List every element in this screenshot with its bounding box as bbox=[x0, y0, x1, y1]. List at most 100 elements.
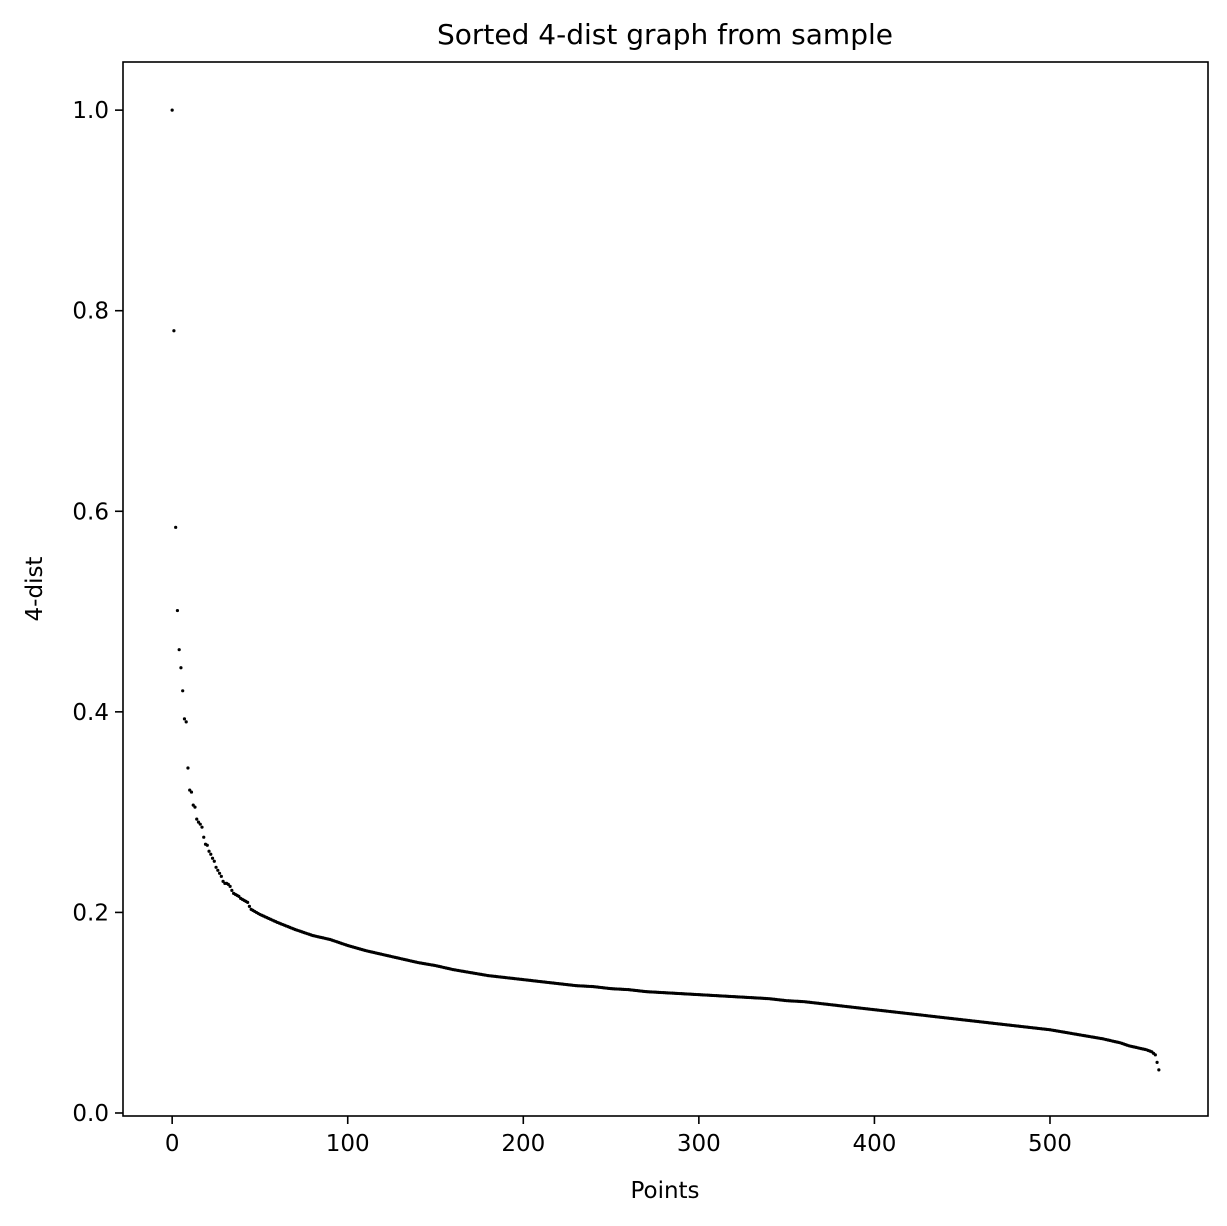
data-point bbox=[291, 927, 295, 931]
x-tick-label: 300 bbox=[677, 1131, 721, 1157]
data-point bbox=[1011, 1023, 1015, 1028]
data-point bbox=[344, 943, 348, 947]
data-point bbox=[449, 967, 453, 971]
data-points-group bbox=[170, 108, 1161, 1072]
data-point bbox=[210, 856, 215, 860]
y-tick-label: 0.6 bbox=[72, 499, 109, 525]
data-point bbox=[625, 987, 629, 992]
data-point bbox=[181, 689, 185, 693]
data-point bbox=[414, 960, 418, 964]
data-point bbox=[695, 992, 699, 997]
data-point bbox=[212, 859, 216, 863]
x-axis-ticks: 0 100 200 300 400 500 bbox=[165, 1116, 1072, 1157]
data-point bbox=[205, 843, 209, 847]
data-point bbox=[228, 884, 232, 888]
data-point bbox=[607, 986, 611, 991]
y-tick-label: 0.2 bbox=[72, 900, 109, 926]
x-tick-label: 400 bbox=[852, 1131, 896, 1157]
data-point bbox=[993, 1021, 998, 1026]
data-point bbox=[274, 920, 278, 924]
data-point bbox=[958, 1017, 963, 1022]
data-point bbox=[217, 871, 222, 875]
data-point bbox=[748, 995, 752, 1000]
y-tick-label: 0.0 bbox=[72, 1101, 109, 1127]
data-point bbox=[1134, 1045, 1138, 1049]
data-point bbox=[783, 998, 787, 1003]
data-point bbox=[309, 933, 313, 937]
data-point bbox=[642, 989, 647, 994]
x-tick-label: 200 bbox=[501, 1131, 545, 1157]
data-point bbox=[182, 717, 187, 721]
y-axis-label: 4-dist bbox=[22, 557, 48, 622]
data-point bbox=[214, 865, 218, 869]
data-point bbox=[818, 1001, 822, 1006]
data-point bbox=[800, 999, 805, 1004]
data-point bbox=[976, 1019, 980, 1024]
data-point bbox=[730, 994, 734, 999]
y-tick-label: 0.8 bbox=[72, 299, 109, 325]
y-tick-label: 1.0 bbox=[72, 98, 109, 124]
data-point bbox=[1155, 1060, 1159, 1064]
x-axis-label: Points bbox=[630, 1178, 699, 1204]
data-point bbox=[174, 525, 178, 529]
x-tick-label: 0 bbox=[165, 1131, 180, 1157]
data-point bbox=[1064, 1030, 1068, 1035]
data-point bbox=[713, 993, 717, 998]
data-point bbox=[172, 329, 176, 333]
data-point bbox=[195, 817, 199, 821]
data-point bbox=[1099, 1036, 1103, 1041]
data-point bbox=[179, 666, 183, 670]
data-point bbox=[230, 888, 234, 892]
data-point bbox=[432, 963, 436, 967]
data-point bbox=[216, 868, 220, 872]
data-point bbox=[502, 975, 506, 980]
data-point bbox=[1151, 1051, 1156, 1055]
data-point bbox=[202, 835, 206, 839]
data-point bbox=[941, 1015, 945, 1020]
data-point bbox=[853, 1005, 857, 1010]
data-point bbox=[1116, 1040, 1121, 1044]
data-point bbox=[1143, 1047, 1147, 1052]
data-point bbox=[198, 822, 202, 826]
y-axis-ticks: 0.0 0.2 0.4 0.6 0.8 1.0 bbox=[72, 98, 123, 1127]
data-point bbox=[246, 900, 250, 904]
data-point bbox=[677, 991, 682, 996]
data-point bbox=[1029, 1025, 1033, 1030]
data-point bbox=[467, 970, 471, 974]
data-point bbox=[1081, 1033, 1085, 1038]
data-point bbox=[765, 996, 769, 1001]
data-point bbox=[484, 973, 489, 977]
data-point bbox=[590, 984, 594, 989]
data-point bbox=[175, 608, 180, 613]
data-point bbox=[660, 990, 664, 995]
data-point bbox=[209, 852, 213, 856]
plot-area-frame bbox=[122, 61, 1209, 1117]
data-point bbox=[1125, 1043, 1129, 1047]
y-tick-label: 0.4 bbox=[72, 700, 109, 726]
chart-title: Sorted 4-dist graph from sample bbox=[437, 18, 893, 51]
data-point bbox=[397, 956, 401, 960]
data-point bbox=[219, 874, 223, 878]
data-point bbox=[519, 977, 524, 982]
data-point bbox=[871, 1007, 875, 1012]
data-point bbox=[184, 720, 188, 724]
data-point bbox=[1157, 1068, 1161, 1072]
data-point bbox=[200, 825, 204, 829]
data-point bbox=[189, 790, 194, 794]
x-tick-label: 100 bbox=[326, 1131, 370, 1157]
data-point bbox=[906, 1011, 910, 1016]
data-point bbox=[379, 952, 383, 956]
x-tick-label: 500 bbox=[1028, 1131, 1072, 1157]
data-point bbox=[177, 648, 181, 652]
data-point bbox=[247, 904, 252, 909]
data-point bbox=[888, 1009, 892, 1014]
data-point bbox=[326, 937, 331, 941]
data-point bbox=[923, 1013, 927, 1018]
data-point bbox=[1148, 1049, 1152, 1053]
data-point bbox=[186, 766, 190, 770]
data-point bbox=[555, 981, 559, 986]
data-point bbox=[835, 1003, 840, 1008]
data-point bbox=[537, 979, 541, 984]
data-point bbox=[170, 108, 174, 112]
